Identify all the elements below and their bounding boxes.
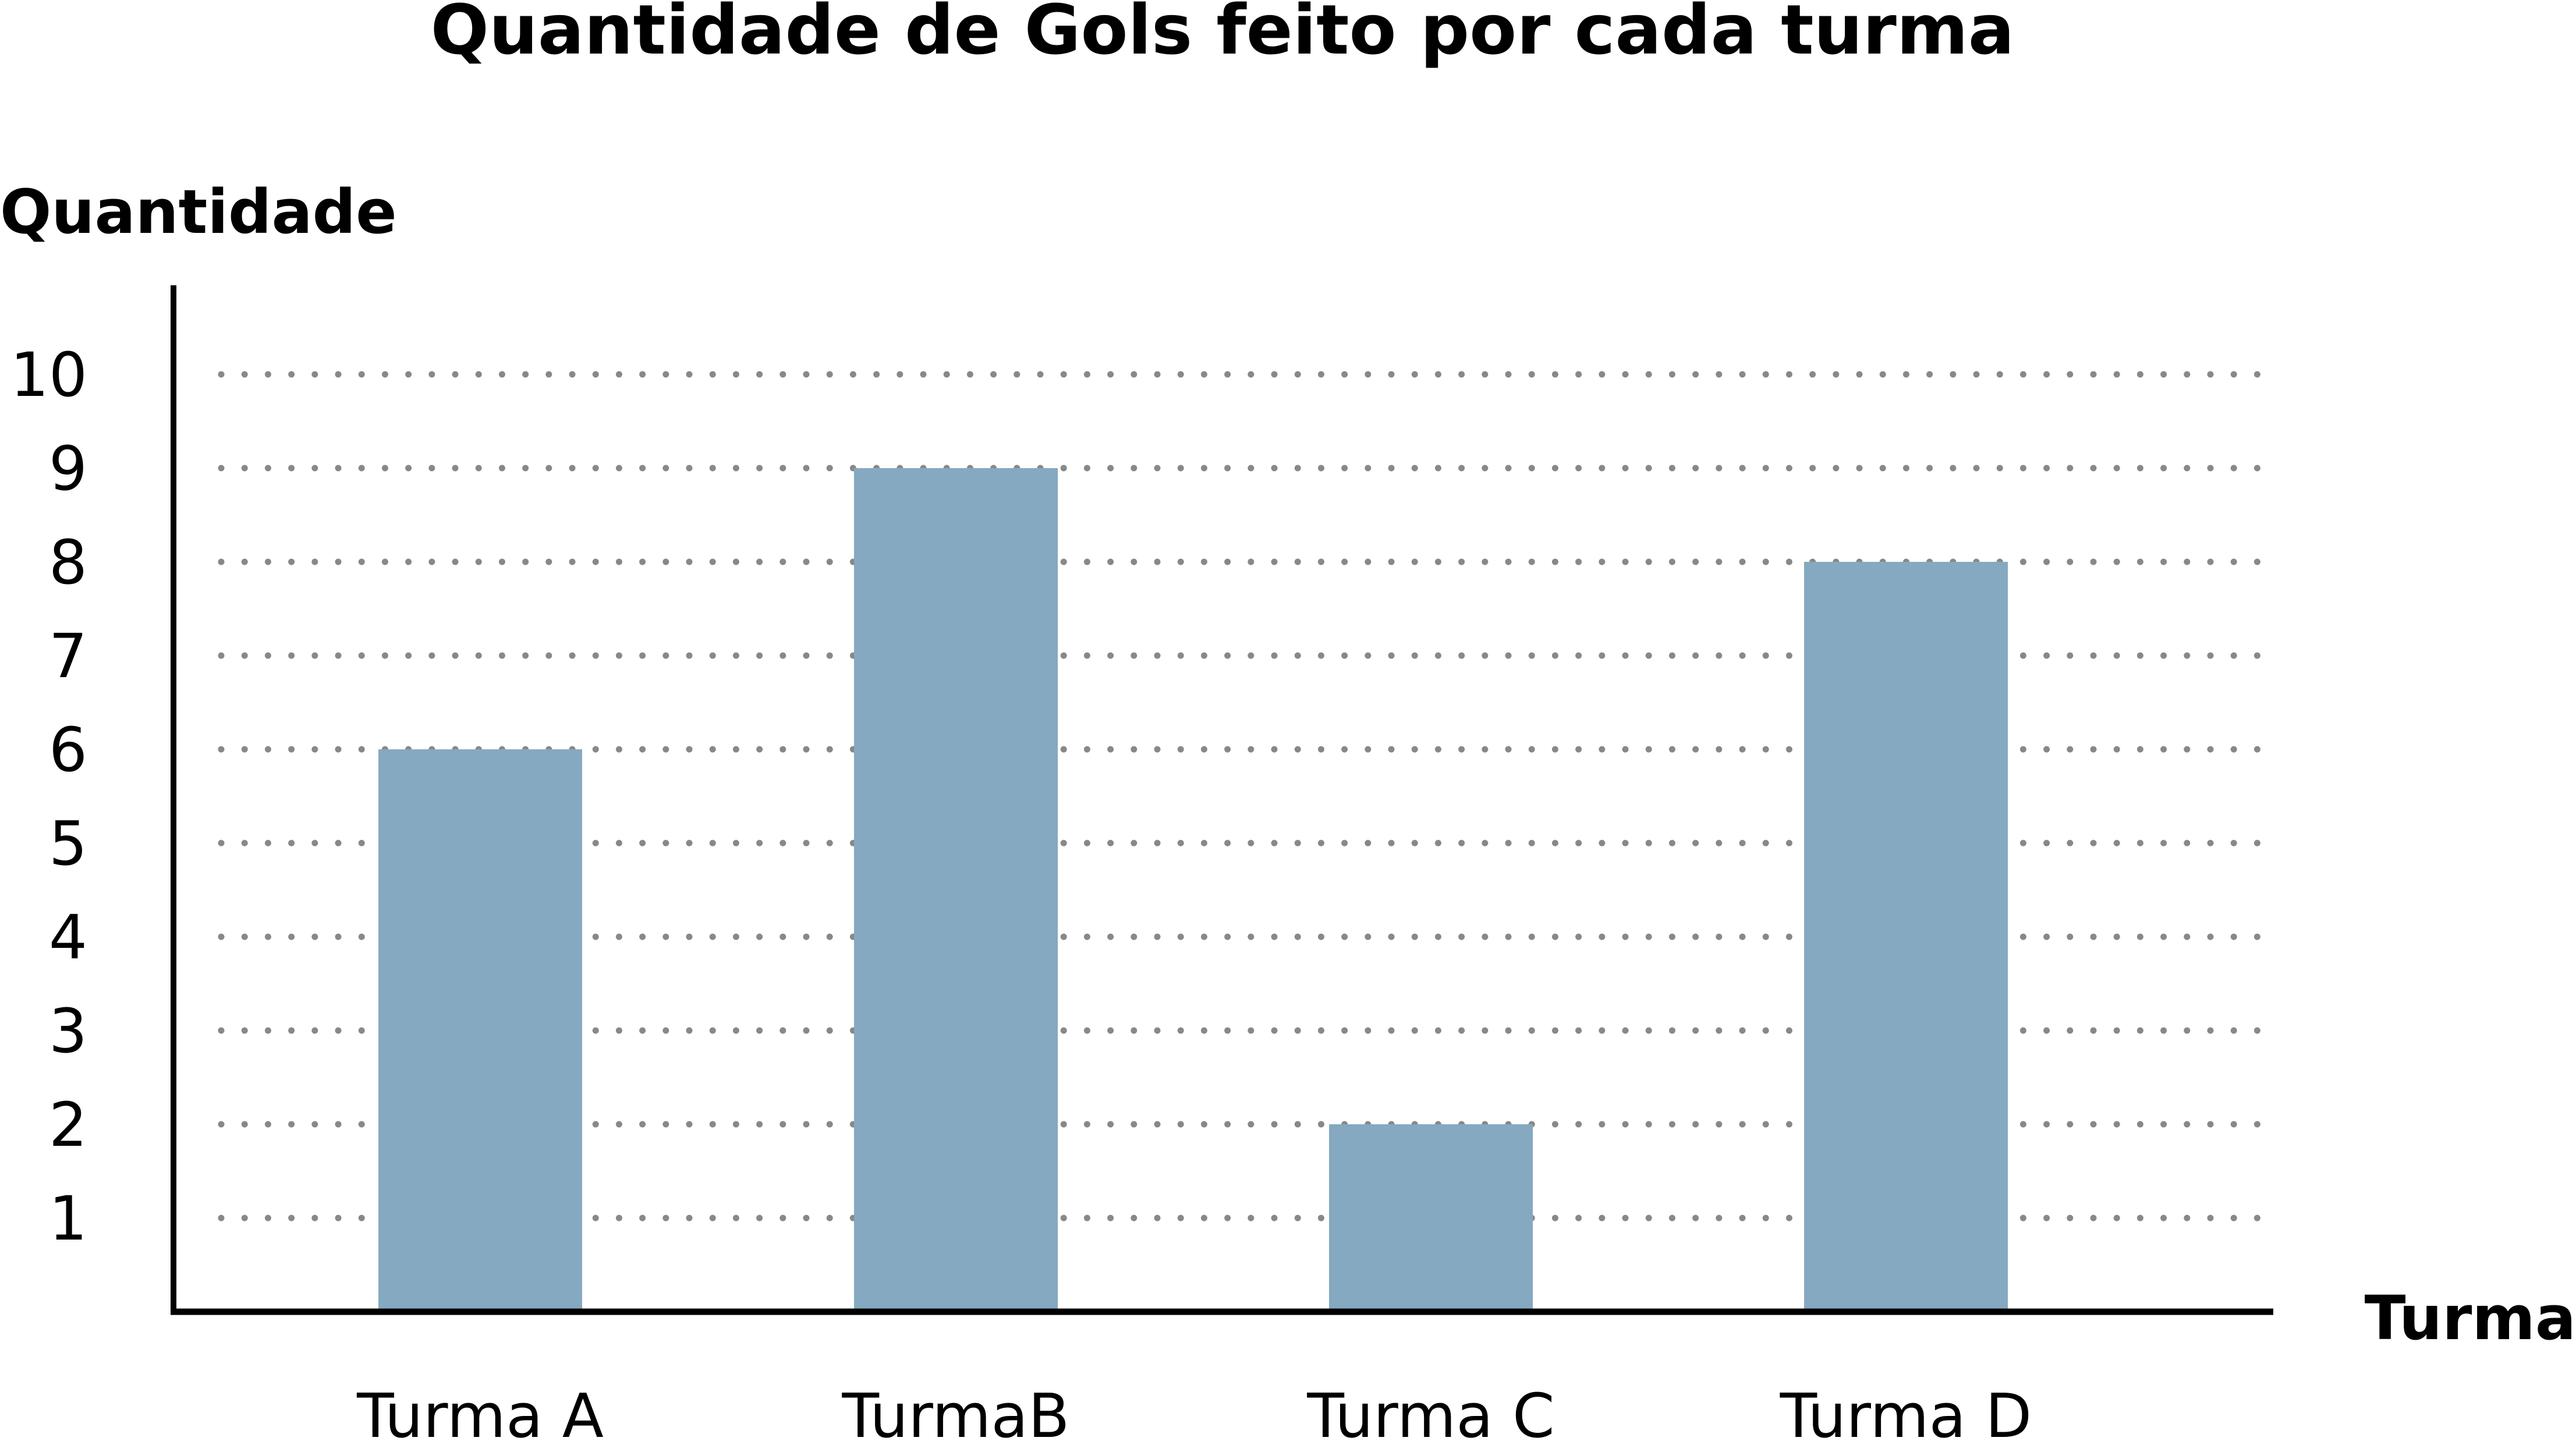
y-tick-label-4: 4 bbox=[49, 902, 87, 973]
y-tick-label-5: 5 bbox=[49, 808, 87, 879]
x-axis-label: Turma bbox=[2365, 1283, 2576, 1354]
y-tick-label-9: 9 bbox=[49, 433, 87, 504]
y-tick-label-10: 10 bbox=[10, 339, 87, 410]
y-tick-label-2: 2 bbox=[49, 1089, 87, 1160]
y-axis-label: Quantidade bbox=[0, 176, 397, 247]
y-tick-label-8: 8 bbox=[49, 527, 87, 598]
y-tick-label-7: 7 bbox=[49, 621, 87, 692]
y-tick-label-3: 3 bbox=[49, 996, 87, 1067]
bar-turma-c bbox=[1329, 1124, 1533, 1312]
bar-turma-a bbox=[378, 749, 582, 1312]
x-tick-label-turmab: TurmaB bbox=[842, 1380, 1070, 1441]
y-tick-label-6: 6 bbox=[49, 714, 87, 785]
x-tick-label-turma-a: Turma A bbox=[356, 1380, 604, 1441]
x-tick-label-turma-d: Turma D bbox=[1780, 1380, 2032, 1441]
bar-turmab bbox=[854, 468, 1058, 1312]
y-tick-labels: 1 2 3 4 5 6 7 8 9 10 bbox=[10, 339, 87, 1254]
x-tick-label-turma-c: Turma C bbox=[1306, 1380, 1554, 1441]
x-tick-labels: Turma A TurmaB Turma C Turma D bbox=[356, 1380, 2032, 1441]
bars bbox=[378, 468, 2008, 1312]
bar-turma-d bbox=[1804, 562, 2008, 1312]
chart-title: Quantidade de Gols feito por cada turma bbox=[431, 0, 2015, 70]
axes bbox=[171, 285, 2273, 1315]
y-tick-label-1: 1 bbox=[49, 1183, 87, 1254]
